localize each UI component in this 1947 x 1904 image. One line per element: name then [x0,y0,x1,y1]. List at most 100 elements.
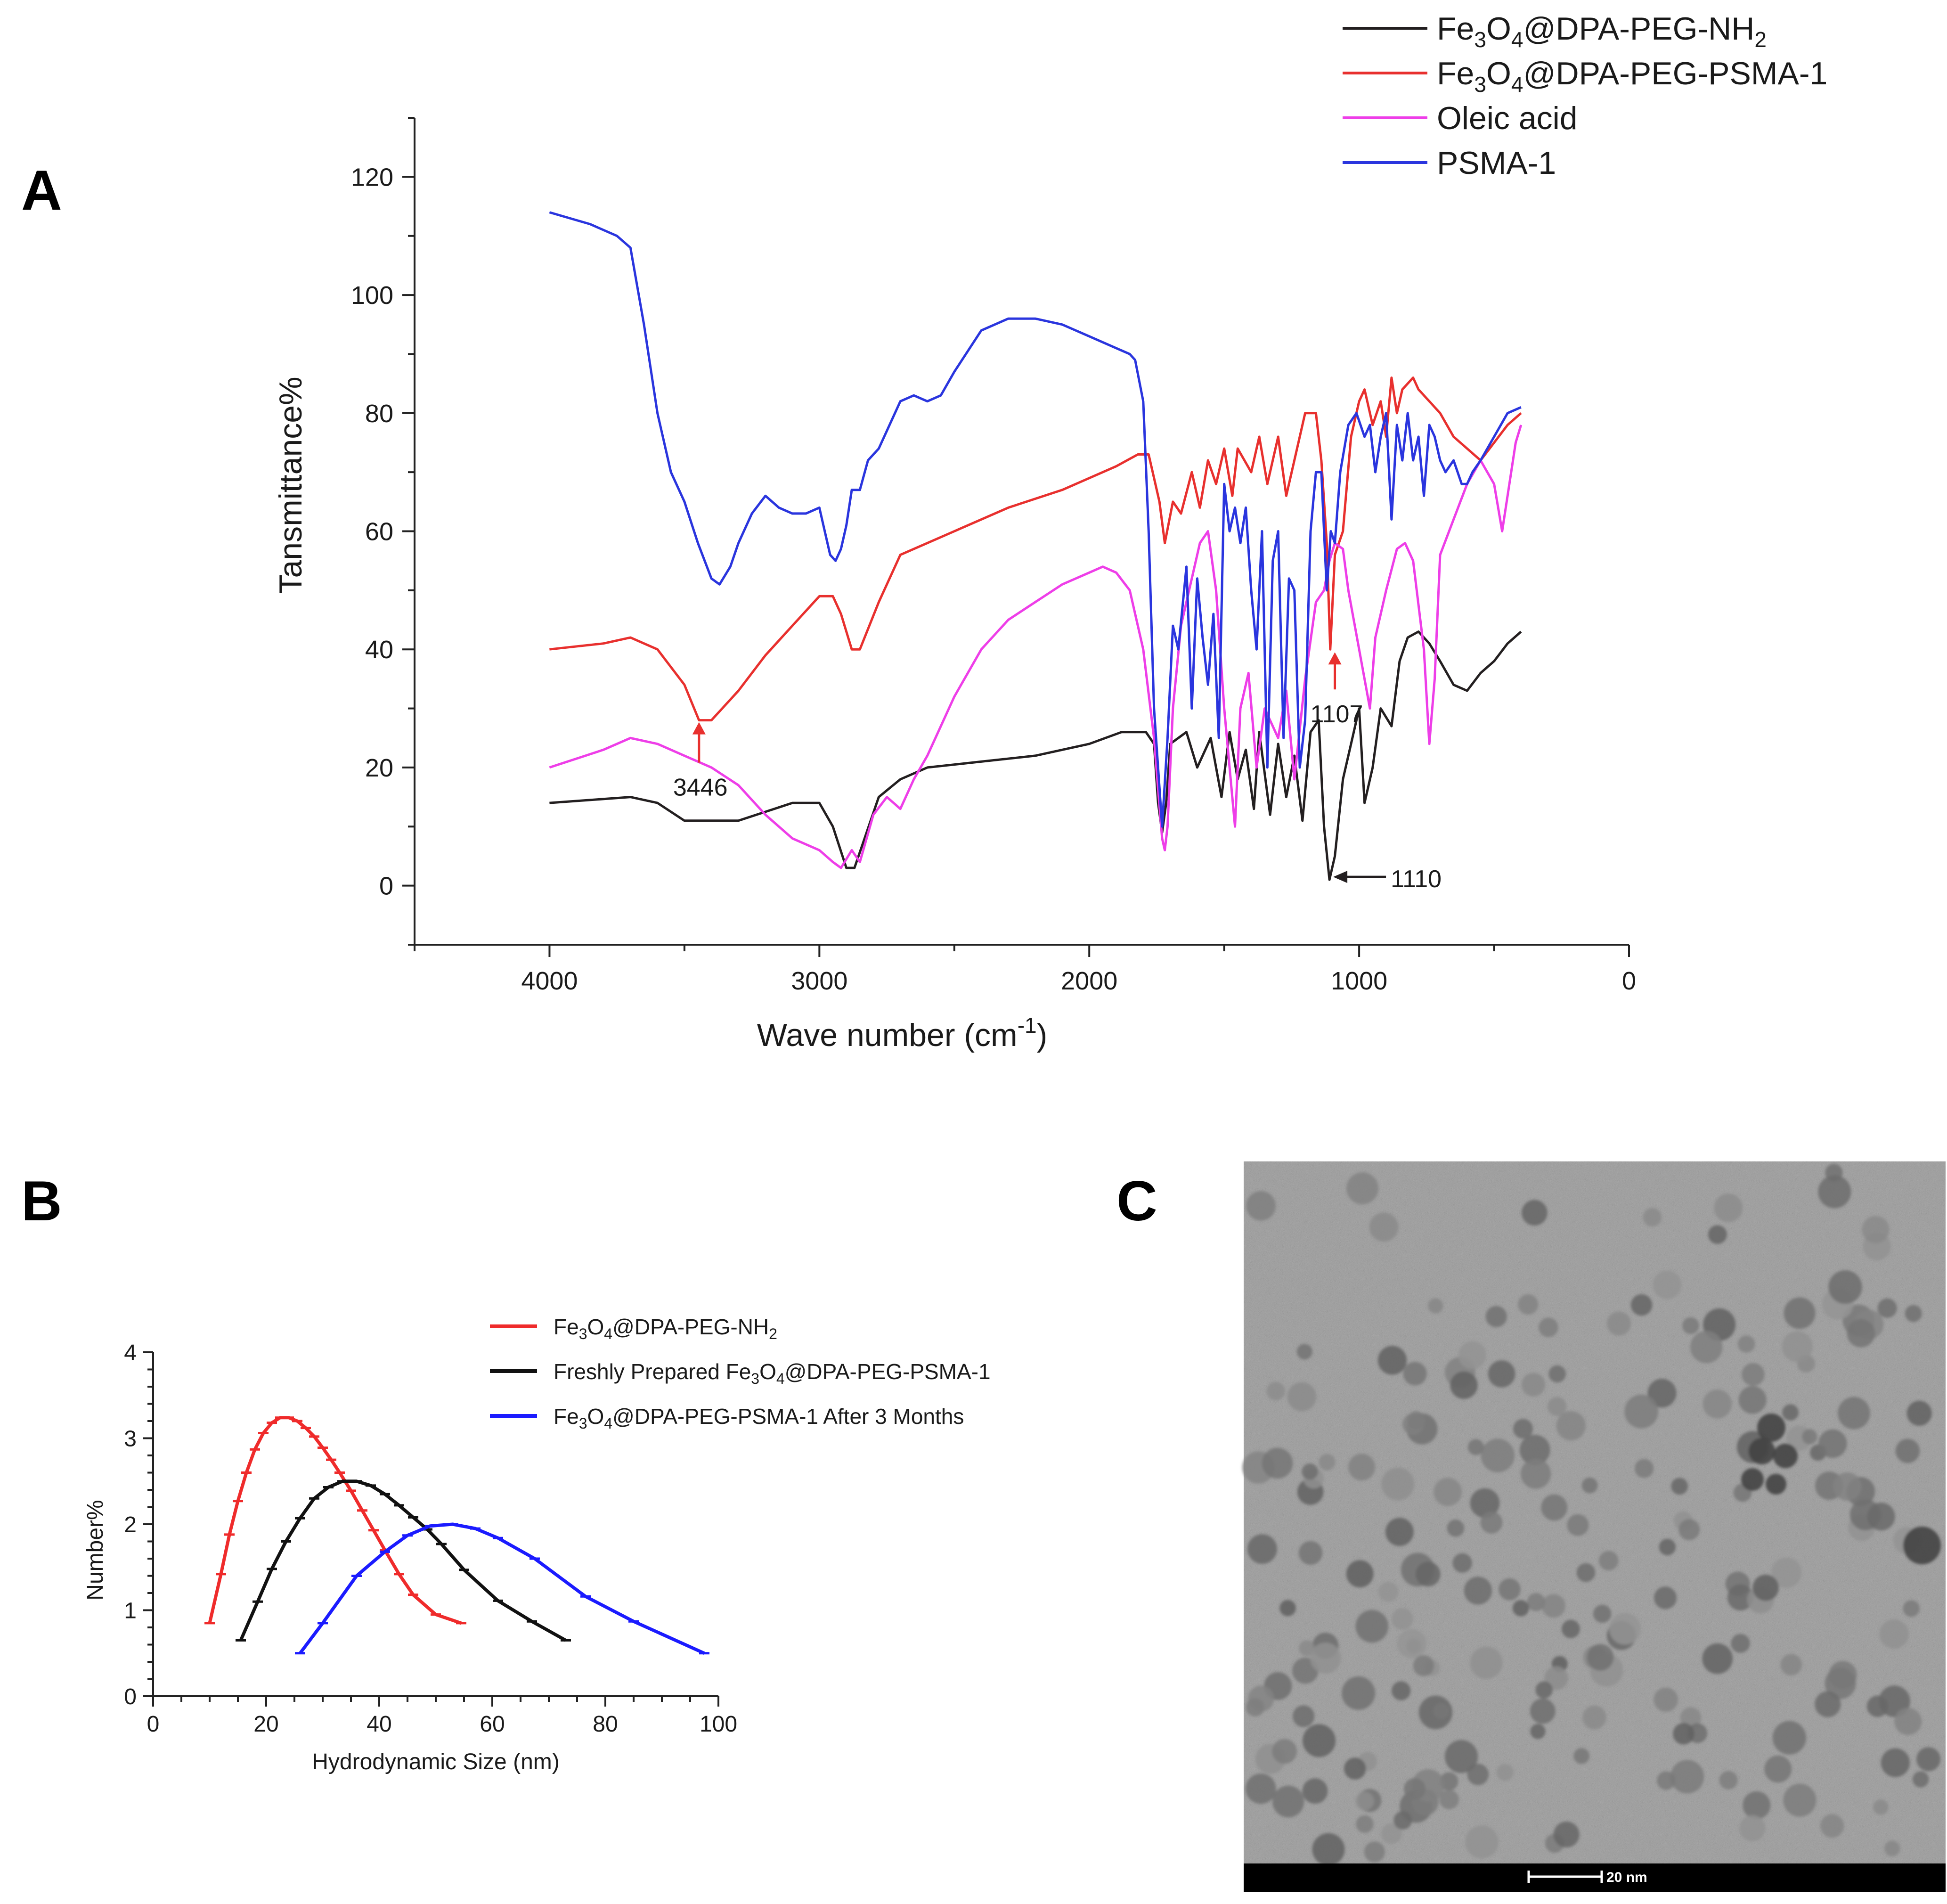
panel-a-x-tick-label: 0 [1622,967,1636,995]
tem-nanoparticle [1678,1519,1700,1540]
panel-a-ftir-chart: 0 20 40 60 80 100 120 4000 3000 2000 1000 0 3446 110… [273,11,1827,1053]
panel-a-series [549,211,1523,881]
tem-nanoparticle [1818,1175,1851,1209]
tem-nanoparticle [1279,1600,1296,1617]
tem-nanoparticle [1773,1444,1798,1468]
panel-a-y-tick-label: 60 [365,518,393,546]
tem-nanoparticle [1690,1331,1723,1364]
legend-text-part: @DPA-PEG-NH [1523,11,1754,47]
tem-nanoparticle [1673,1723,1694,1745]
panel-b-x-tick-label: 80 [593,1712,618,1737]
tem-nanoparticle [1434,1478,1462,1506]
panel-a-y-tick-label: 40 [365,636,393,664]
tem-nanoparticle [1266,1381,1285,1401]
tem-nanoparticle [1310,1643,1341,1674]
panel-letter-a: A [21,159,62,222]
tem-nanoparticle [1246,1191,1276,1221]
tem-nanoparticle [1906,1400,1932,1426]
tem-nanoparticle [1470,1646,1503,1679]
tem-nanoparticle [1348,1454,1375,1481]
tem-nanoparticle [1539,1317,1558,1337]
panel-b-y-tick-label: 3 [124,1427,137,1452]
tem-nanoparticle [1905,1305,1922,1322]
tem-nanoparticle [1541,1494,1568,1521]
tem-nanoparticle [1714,1193,1743,1222]
tem-nanoparticle [1246,1698,1264,1716]
tem-nanoparticle [1346,1560,1374,1588]
panel-a-series-line-1 [549,376,1522,722]
panel-b-y-tick-label: 1 [124,1599,137,1624]
tem-nanoparticle [1567,1514,1589,1536]
tem-nanoparticle [1344,1757,1366,1780]
tem-nanoparticle [1296,1344,1312,1360]
tem-nanoparticle [1576,1563,1596,1582]
legend-text-part: 3 [1474,27,1486,52]
tem-nanoparticle [1428,1298,1443,1314]
tem-nanoparticle [1444,1740,1478,1773]
panel-a-y-tick-label: 120 [351,163,393,191]
tem-nanoparticle [1647,1379,1677,1408]
panel-a-series-line-3 [549,211,1522,828]
tem-nanoparticle [1467,1764,1489,1785]
tem-nanoparticle [1356,1815,1374,1833]
panel-b-x-tick-label: 0 [147,1712,160,1737]
tem-nanoparticle [1828,1270,1862,1304]
tem-nanoparticle [1784,1297,1816,1329]
tem-nanoparticle [1654,1687,1678,1712]
panel-a-x-tick-label: 1000 [1331,967,1387,995]
tem-nanoparticle [1738,1386,1767,1414]
panel-a-series-line-0 [549,630,1522,881]
panel-a-legend-label: Oleic acid [1437,100,1578,136]
tem-nanoparticle [1630,1294,1653,1316]
legend-text-part: 4 [776,1370,785,1387]
tem-nanoparticle [1467,1439,1484,1455]
tem-nanoparticle [1464,1577,1492,1605]
tem-nanoparticle [1764,1755,1792,1783]
tem-nanoparticle [1635,1459,1654,1478]
annotation-arrowhead-1110 [1333,871,1348,883]
tem-nanoparticle [1521,1458,1551,1489]
annotation-arrowhead-1107 [1328,652,1342,665]
tem-nanoparticle [1364,1841,1385,1863]
tem-nanoparticle [1465,1825,1499,1859]
tem-nanoparticle [1392,1608,1413,1630]
legend-text-part: 3 [751,1370,759,1387]
tem-nanoparticle [1513,1419,1533,1439]
legend-text-part: Fe [726,1359,751,1384]
tem-nanoparticle [1573,1748,1590,1764]
tem-nanoparticle [1731,1634,1750,1653]
tem-nanoparticle [1719,1771,1738,1790]
tem-nanoparticle [1818,1429,1847,1458]
legend-text-part: @DPA-PEG-NH [612,1315,769,1339]
tem-nanoparticle [1381,1467,1415,1501]
panel-b-legend-label: Fe3O4@DPA-PEG-PSMA-1 After 3 Months [554,1404,964,1432]
tem-nanoparticle [1413,1655,1434,1676]
legend-text-part: 3 [1474,72,1486,97]
panel-b-y-axis-title: Number% [83,1500,108,1600]
tem-nanoparticle [1607,1311,1631,1336]
panel-b-y-tick-label: 2 [124,1512,137,1537]
panel-a-x-axis-title: Wave number (cm-1) [757,1013,1048,1053]
tem-nanoparticle [1609,1613,1641,1645]
tem-nanoparticle [1895,1438,1920,1463]
tem-nanoparticle [1369,1212,1399,1242]
tem-nanoparticle [1879,1619,1909,1649]
tem-nanoparticle [1518,1294,1539,1315]
panel-letter-c: C [1116,1169,1157,1233]
tem-nanoparticle [1862,1216,1890,1243]
tem-nanoparticle [1377,1346,1407,1375]
legend-text-part: Oleic acid [1437,100,1578,136]
tem-nanoparticle [1903,1527,1941,1564]
legend-text-part: O [587,1404,604,1429]
tem-nanoparticle [1458,1341,1486,1369]
panel-b-legend-label: Freshly Prepared Fe3O4@DPA-PEG-PSMA-1 [554,1359,991,1387]
tem-nanoparticle [1657,1771,1676,1790]
legend-text-part: O [587,1315,604,1339]
panel-a-x-tick-label: 3000 [791,967,847,995]
tem-nanoparticle [1530,1698,1556,1724]
legend-text-part: O [1486,56,1511,91]
tem-nanoparticle [1903,1600,1920,1617]
